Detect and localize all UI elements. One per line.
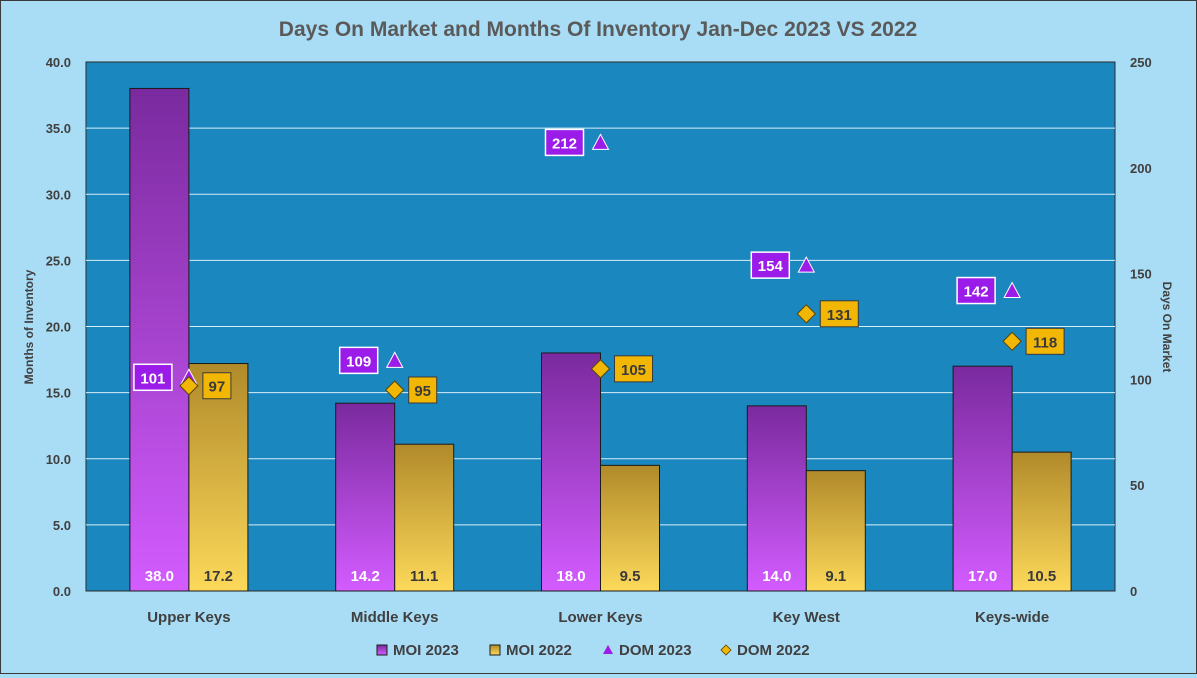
dom-2023-label-box: [133, 363, 173, 392]
y2-tick-label: 100: [1130, 372, 1152, 387]
x-category-label: Lower Keys: [558, 609, 642, 626]
y-axis-title: Months of Inventory: [22, 269, 36, 384]
dom-2022-label: 118: [1033, 334, 1057, 351]
bar-moi-2023: [335, 402, 396, 592]
dom-2022-marker: [384, 380, 405, 400]
bar-label-moi-2023: 14.2: [351, 568, 380, 585]
bar-label-moi-2023: 38.0: [145, 568, 174, 585]
legend-moi-2022-label: MOI 2022: [506, 642, 572, 659]
dom-2022-label: 97: [209, 379, 226, 396]
dom-2022-label-box: [614, 355, 653, 383]
bar-moi-2022: [394, 443, 455, 592]
markers: 101 97 109 95 212 105 154 131 142 118: [133, 128, 1065, 404]
dom-2022-marker: [1002, 331, 1022, 352]
bar-moi-2023: [541, 352, 601, 592]
dom-2023-label-box: [544, 128, 585, 157]
dom-2023-label-box: [956, 276, 996, 305]
y-tick-label: 5.0: [53, 518, 71, 533]
dom-2022-marker: [179, 376, 199, 396]
dom-2023-marker: [385, 351, 404, 368]
dom-2023-label-box: [750, 251, 791, 279]
y2-tick-label: 150: [1130, 267, 1152, 282]
bar-moi-2023: [952, 365, 1013, 592]
dom-2022-label-box: [819, 300, 859, 328]
dom-2023-label: 154: [758, 258, 784, 275]
dom-2022-label-box: [408, 376, 438, 404]
legend-moi-2023-label: MOI 2023: [393, 642, 459, 659]
x-category-label: Keys-wide: [975, 609, 1049, 626]
legend-moi-2022-swatch: [489, 644, 501, 656]
y2-tick-label: 0: [1130, 584, 1137, 599]
bar-moi-2023: [746, 405, 807, 592]
bars: 38.0 17.2 14.2 11.1 18.0 9.5 14.0 9.1 17.0 10.5: [129, 87, 1072, 592]
y-tick-label: 30.0: [46, 187, 71, 202]
dom-2022-marker: [590, 359, 611, 379]
bar-moi-2022: [805, 470, 866, 592]
x-category-label: Upper Keys: [147, 609, 230, 626]
gridlines: [86, 127, 1115, 526]
bar-moi-2022: [1011, 451, 1072, 592]
dom-2022-label: 95: [414, 383, 431, 400]
dom-2022-label-box: [202, 372, 232, 400]
dom-2023-label-box: [338, 346, 379, 375]
bar-label-moi-2023: 17.0: [968, 568, 997, 585]
dom-2023-marker: [797, 256, 816, 273]
y-tick-label: 35.0: [46, 121, 71, 136]
bar-label-moi-2022: 10.5: [1027, 568, 1056, 585]
y2-axis-title: Days On Market: [1160, 282, 1174, 373]
bar-label-moi-2022: 9.5: [620, 568, 641, 585]
legend-dom-2022-label: DOM 2022: [737, 642, 810, 659]
bar-label-moi-2022: 11.1: [410, 568, 438, 585]
legend-dom-2023-label: DOM 2023: [619, 642, 692, 659]
y-tick-label: 15.0: [46, 386, 71, 401]
bar-moi-2023: [129, 87, 190, 592]
axes: 0.0 5.0 10.0 15.0 20.0 25.0 30.0 35.0 40.0 0 50 100…: [46, 55, 1152, 626]
legend-dom-2022-swatch: [720, 644, 732, 656]
legend: MOI 2023 MOI 2022 DOM 2023 DOM 2022: [376, 642, 810, 659]
bar-moi-2022: [188, 363, 249, 592]
dom-2023-label: 142: [964, 284, 989, 301]
y2-tick-label: 50: [1130, 478, 1144, 493]
dom-2023-marker: [591, 133, 610, 150]
dom-2022-label-box: [1025, 327, 1065, 355]
bar-label-moi-2022: 9.1: [825, 568, 846, 585]
y2-tick-label: 200: [1130, 161, 1152, 176]
y-tick-label: 25.0: [46, 253, 71, 268]
dom-2023-label: 212: [552, 135, 577, 152]
legend-moi-2023-swatch: [376, 644, 388, 656]
dom-2023-label: 109: [346, 353, 371, 370]
y-tick-label: 40.0: [46, 55, 71, 70]
dom-2023-marker: [1003, 281, 1021, 299]
y-tick-label: 10.0: [46, 452, 71, 467]
y-tick-label: 20.0: [46, 320, 71, 335]
y-tick-label: 0.0: [53, 584, 71, 599]
bar-label-moi-2023: 14.0: [762, 568, 791, 585]
dom-2022-label: 105: [621, 362, 646, 379]
dom-2023-label: 101: [140, 370, 165, 387]
bar-label-moi-2023: 18.0: [556, 568, 585, 585]
chart-title: Days On Market and Months Of Inventory J…: [279, 18, 917, 41]
dom-2022-marker: [796, 304, 817, 324]
x-category-label: Key West: [773, 609, 840, 626]
bar-label-moi-2022: 17.2: [204, 568, 233, 585]
legend-dom-2023-swatch: [603, 645, 613, 654]
y2-tick-label: 250: [1130, 55, 1152, 70]
x-category-label: Middle Keys: [351, 609, 439, 626]
dom-2022-label: 131: [827, 307, 852, 324]
bar-moi-2022: [600, 464, 660, 592]
